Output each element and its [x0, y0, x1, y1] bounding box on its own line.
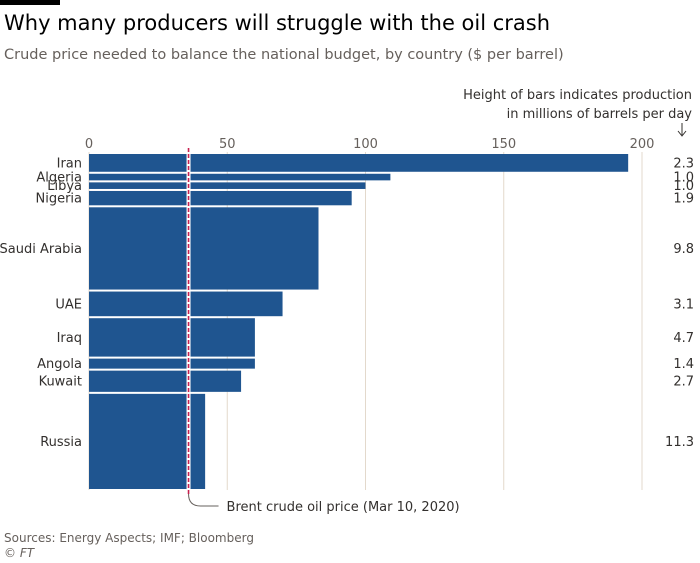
x-tick-label: 50 [219, 137, 236, 152]
category-label: Algeria [36, 171, 82, 186]
production-label: 2.7 [673, 375, 694, 390]
arrow-icon [677, 130, 687, 137]
bar [89, 393, 206, 489]
production-label: 1.0 [673, 179, 694, 194]
reference-leader-line [188, 493, 219, 507]
chart-subtitle: Crude price needed to balance the nation… [4, 47, 564, 63]
category-label: Kuwait [39, 375, 82, 390]
production-label: 2.3 [673, 156, 694, 171]
category-label: UAE [55, 297, 82, 312]
production-note: in millions of barrels per day [507, 107, 693, 122]
category-label: Angola [37, 357, 82, 372]
production-label: 1.9 [673, 192, 694, 207]
reference-line-label: Brent crude oil price (Mar 10, 2020) [227, 500, 460, 515]
production-label: 11.3 [665, 435, 694, 450]
x-tick-label: 0 [85, 137, 93, 152]
source-note: Sources: Energy Aspects; IMF; Bloomberg [4, 531, 254, 545]
production-note: Height of bars indicates production [463, 88, 692, 103]
bar [89, 318, 255, 357]
category-label: Libya [47, 179, 82, 194]
copyright: © FT [4, 546, 35, 560]
production-label: 4.7 [673, 331, 694, 346]
bar [89, 207, 319, 290]
category-label: Nigeria [35, 192, 82, 207]
chart-title: Why many producers will struggle with th… [4, 11, 551, 35]
bar [89, 291, 283, 317]
bar [89, 154, 629, 172]
bar [89, 370, 242, 392]
category-label: Russia [40, 435, 82, 450]
production-label: 9.8 [673, 242, 694, 257]
category-label: Saudi Arabia [0, 242, 82, 257]
bar [89, 182, 366, 189]
production-label: 3.1 [673, 297, 694, 312]
category-label: Iran [57, 156, 82, 171]
top-rule [0, 0, 60, 5]
category-label: Iraq [57, 331, 82, 346]
x-tick-label: 100 [353, 137, 378, 152]
bar [89, 358, 255, 369]
production-label: 1.0 [673, 171, 694, 186]
x-tick-label: 200 [630, 137, 655, 152]
bar [89, 173, 391, 181]
production-label: 1.4 [673, 357, 694, 372]
x-tick-label: 150 [491, 137, 516, 152]
bar [89, 190, 352, 206]
